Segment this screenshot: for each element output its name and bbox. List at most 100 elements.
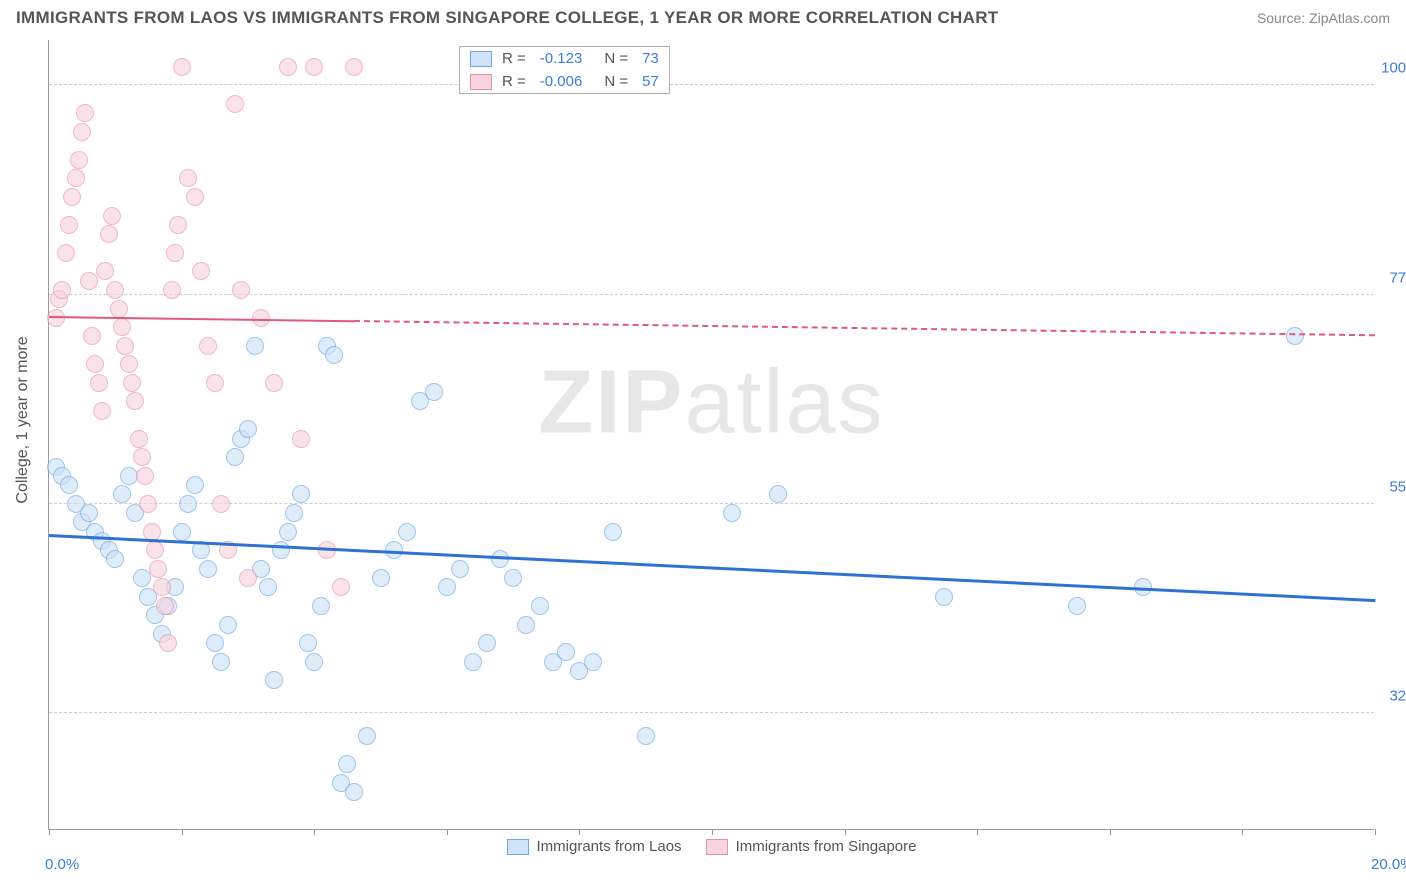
data-point [113,485,131,503]
x-tick [314,829,315,835]
source-label: Source: ZipAtlas.com [1257,10,1390,26]
data-point [504,569,522,587]
data-point [70,151,88,169]
x-tick [1375,829,1376,835]
data-point [179,169,197,187]
data-point [246,337,264,355]
x-tick [447,829,448,835]
data-point [116,337,134,355]
data-point [103,207,121,225]
data-point [60,216,78,234]
correlation-legend: R =-0.123N =73R =-0.006N =57 [459,46,670,94]
data-point [292,485,310,503]
correlation-row: R =-0.123N =73 [460,47,669,70]
data-point [206,634,224,652]
gridline [49,503,1374,504]
data-point [173,58,191,76]
data-point [259,578,277,596]
data-point [139,495,157,513]
legend-swatch [470,74,492,90]
data-point [239,569,257,587]
data-point [90,374,108,392]
data-point [935,588,953,606]
data-point [120,355,138,373]
data-point [272,541,290,559]
data-point [332,578,350,596]
data-point [769,485,787,503]
data-point [76,104,94,122]
data-point [312,597,330,615]
data-point [557,643,575,661]
data-point [146,541,164,559]
data-point [110,300,128,318]
data-point [1068,597,1086,615]
x-tick [977,829,978,835]
gridline [49,712,1374,713]
data-point [285,504,303,522]
data-point [186,476,204,494]
y-tick-label: 32.5% [1389,687,1406,704]
data-point [126,392,144,410]
data-point [345,58,363,76]
x-tick [1110,829,1111,835]
data-point [637,727,655,745]
x-tick-label: 20.0% [1371,856,1406,873]
legend-swatch [507,839,529,855]
legend-swatch [470,51,492,67]
data-point [67,169,85,187]
data-point [199,337,217,355]
data-point [206,374,224,392]
legend-item: Immigrants from Laos [507,838,682,855]
n-label: N = [604,50,628,67]
data-point [425,383,443,401]
data-point [60,476,78,494]
data-point [57,244,75,262]
data-point [212,653,230,671]
data-point [226,448,244,466]
watermark: ZIPatlas [538,351,884,454]
data-point [279,58,297,76]
trend-line [49,534,1375,602]
data-point [219,616,237,634]
n-value: 57 [642,73,659,90]
data-point [106,281,124,299]
data-point [106,550,124,568]
data-point [153,578,171,596]
x-tick [712,829,713,835]
data-point [358,727,376,745]
data-point [325,346,343,364]
correlation-row: R =-0.006N =57 [460,70,669,93]
y-tick-label: 100.0% [1381,60,1406,77]
data-point [239,420,257,438]
data-point [531,597,549,615]
x-tick [579,829,580,835]
data-point [86,355,104,373]
data-point [299,634,317,652]
data-point [192,262,210,280]
y-tick-label: 77.5% [1389,269,1406,286]
legend-item: Immigrants from Singapore [706,838,917,855]
n-value: 73 [642,50,659,67]
r-label: R = [502,50,526,67]
y-tick-label: 55.0% [1389,478,1406,495]
data-point [169,216,187,234]
data-point [305,58,323,76]
data-point [305,653,323,671]
data-point [179,495,197,513]
data-point [156,597,174,615]
data-point [345,783,363,801]
legend-label: Immigrants from Singapore [736,838,917,855]
data-point [252,309,270,327]
x-tick [182,829,183,835]
data-point [584,653,602,671]
data-point [517,616,535,634]
data-point [130,430,148,448]
data-point [1286,327,1304,345]
data-point [133,569,151,587]
legend-swatch [706,839,728,855]
data-point [232,281,250,299]
data-point [73,123,91,141]
data-point [451,560,469,578]
y-axis-title: College, 1 year or more [14,336,32,503]
data-point [438,578,456,596]
